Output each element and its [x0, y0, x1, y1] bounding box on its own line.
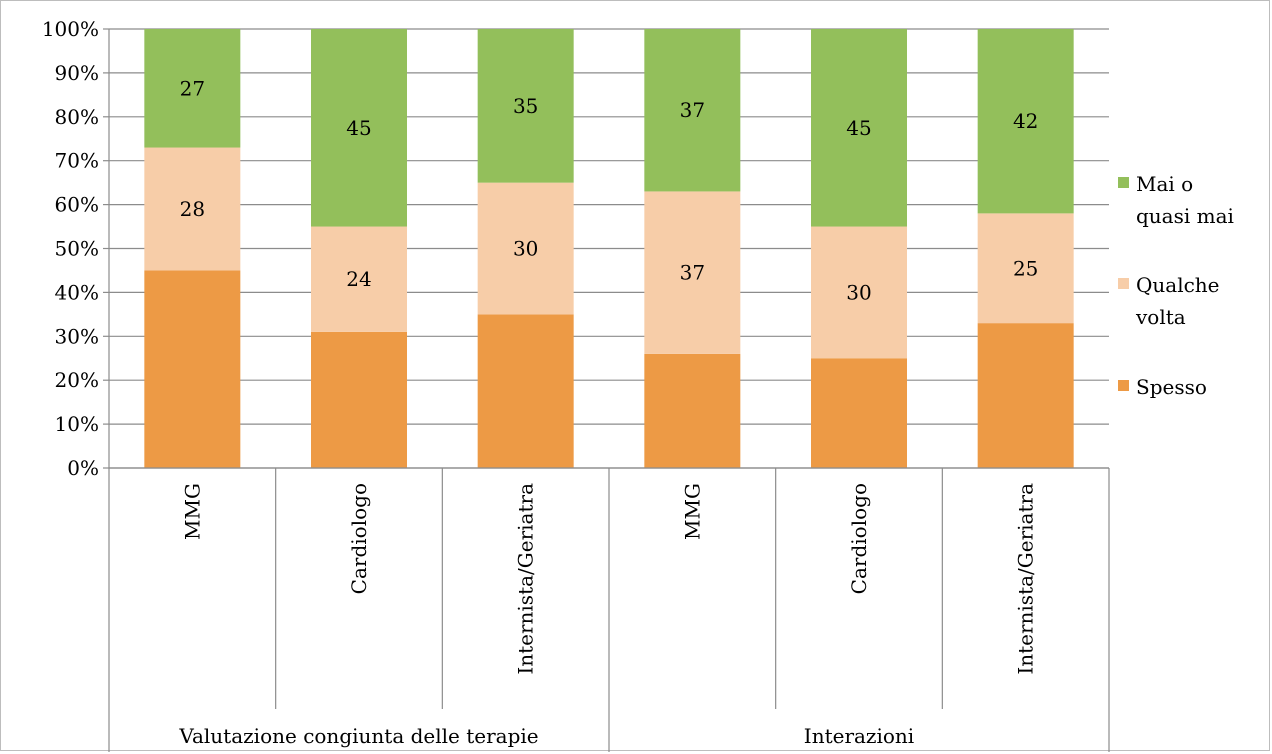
y-tick-label: 100% — [42, 17, 99, 41]
y-tick-label: 30% — [55, 324, 99, 348]
legend-swatch — [1118, 278, 1129, 289]
y-tick-label: 80% — [55, 105, 99, 129]
x-category-label: MMG — [180, 483, 204, 540]
y-tick-label: 90% — [55, 61, 99, 85]
bar-segment — [477, 314, 574, 468]
bar-segment — [977, 29, 1074, 214]
bar-segment — [811, 226, 907, 359]
bar-segment — [311, 331, 407, 468]
bar-segment — [311, 226, 407, 332]
data-label: 42 — [1013, 109, 1038, 133]
data-label: 35 — [513, 94, 538, 118]
bar-segment — [477, 29, 574, 183]
x-category-label: MMG — [680, 483, 704, 540]
legend-label: Qualche — [1136, 273, 1220, 297]
x-category-label: Internista/Geriatra — [1014, 483, 1038, 675]
x-category-label: Cardiologo — [347, 483, 371, 594]
y-tick-label: 40% — [55, 280, 99, 304]
x-group-label: Interazioni — [804, 724, 914, 748]
data-label: 37 — [680, 98, 705, 122]
data-label: 45 — [346, 116, 371, 140]
bar-segment — [977, 323, 1074, 468]
legend-swatch — [1118, 380, 1129, 391]
legend-label: volta — [1135, 305, 1186, 329]
bar-segment — [644, 191, 741, 354]
data-label: 30 — [846, 280, 871, 304]
bar-segment — [977, 213, 1074, 324]
y-tick-label: 50% — [55, 237, 99, 261]
legend-label: Mai o — [1136, 172, 1193, 196]
bar-segment — [644, 29, 741, 192]
data-label: 24 — [346, 267, 371, 291]
y-tick-label: 70% — [55, 149, 99, 173]
bar-segment — [644, 353, 741, 468]
data-label: 37 — [680, 261, 705, 285]
legend-label: quasi mai — [1136, 204, 1234, 228]
legend-swatch — [1118, 177, 1129, 188]
x-category-label: Cardiologo — [847, 483, 871, 594]
bar-segment — [477, 182, 574, 315]
data-label: 28 — [180, 197, 205, 221]
bar-segment — [811, 29, 907, 227]
bar-segment — [144, 147, 241, 271]
bar-segment — [811, 358, 907, 468]
y-tick-label: 60% — [55, 193, 99, 217]
y-tick-label: 20% — [55, 368, 99, 392]
data-label: 45 — [846, 116, 871, 140]
data-label: 27 — [180, 76, 205, 100]
bar-segment — [144, 29, 241, 148]
y-tick-label: 0% — [67, 456, 99, 480]
data-label: 30 — [513, 237, 538, 261]
legend-label: Spesso — [1136, 375, 1207, 399]
x-group-label: Valutazione congiunta delle terapie — [178, 724, 538, 748]
bar-segment — [144, 270, 241, 468]
y-tick-label: 10% — [55, 412, 99, 436]
data-label: 25 — [1013, 256, 1038, 280]
x-category-label: Internista/Geriatra — [514, 483, 538, 675]
bar-segment — [311, 29, 407, 227]
